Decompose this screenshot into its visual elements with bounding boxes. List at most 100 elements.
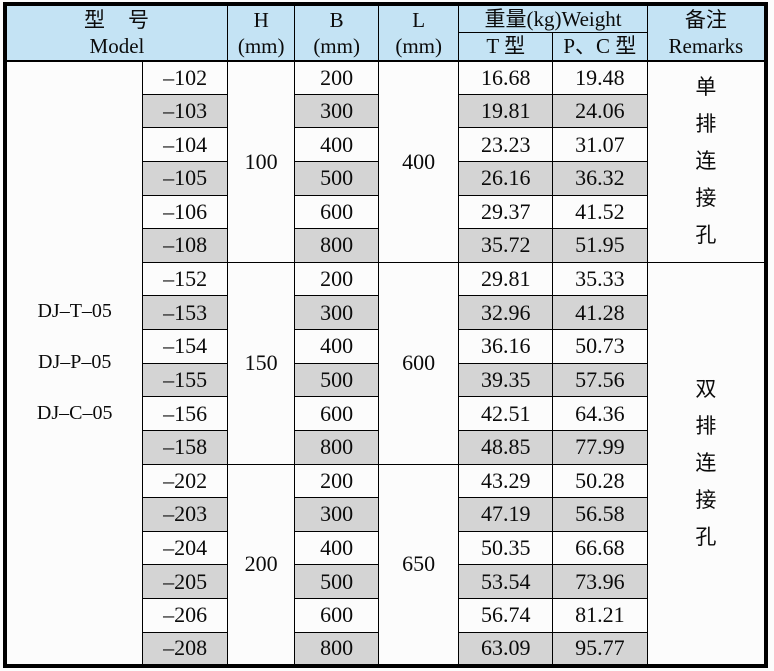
series-label-cell: DJ–T–05 DJ–P–05 DJ–C–05	[4, 59, 144, 667]
table-row: DJ–T–05 DJ–P–05 DJ–C–05 –102 100 200 400…	[4, 59, 767, 667]
b-cell: 500	[294, 160, 379, 196]
l-value-cell: 600	[377, 261, 460, 465]
model-cell: –156	[142, 396, 228, 431]
model-cell: –153	[142, 295, 228, 330]
pc-weight-cell: 57.56	[552, 362, 648, 398]
pc-weight-cell: 41.28	[552, 295, 648, 330]
b-cell: 300	[294, 295, 379, 330]
pc-weight-cell: 35.33	[552, 261, 648, 297]
b-cell: 600	[294, 194, 379, 230]
remark-single-text: 单排连接孔	[695, 75, 717, 248]
spec-table: 型 号 Model H (mm) B (mm) L (mm) 重量(kg)Wei…	[3, 2, 768, 668]
model-cell: –203	[142, 497, 228, 532]
header-pc-type: P、C 型	[552, 32, 648, 61]
t-weight-cell: 16.68	[458, 59, 554, 95]
b-cell: 400	[294, 530, 379, 566]
table-row: –154 400 36.16 50.73	[5, 329, 766, 364]
header-t-type: T 型	[458, 32, 554, 61]
t-weight-cell: 43.29	[458, 463, 554, 499]
model-cell: –108	[142, 228, 228, 263]
remark-double-cell: 双排连接孔	[646, 261, 767, 667]
model-cell: –204	[142, 530, 228, 566]
t-weight-cell: 36.16	[458, 329, 554, 364]
t-weight-cell: 42.51	[458, 396, 554, 431]
b-cell: 200	[294, 463, 379, 499]
t-weight-cell: 50.35	[458, 530, 554, 566]
header-l: L (mm)	[377, 3, 460, 61]
b-cell: 800	[294, 228, 379, 263]
b-cell: 800	[294, 429, 379, 465]
table-row: –203 300 47.19 56.58	[5, 497, 766, 532]
model-cell: –205	[142, 564, 228, 599]
header-remarks-en: Remarks	[668, 33, 744, 58]
h-value-cell: 100	[226, 59, 296, 263]
b-cell: 600	[294, 598, 379, 633]
model-cell: –202	[142, 463, 228, 499]
pc-weight-cell: 19.48	[552, 59, 648, 95]
model-cell: –208	[142, 631, 228, 667]
b-cell: 300	[294, 497, 379, 532]
b-cell: 200	[294, 261, 379, 297]
t-weight-cell: 48.85	[458, 429, 554, 465]
table-row: –103 300 19.81 24.06	[5, 93, 766, 129]
header-remarks-zh: 备注	[684, 7, 727, 32]
b-cell: 400	[294, 127, 379, 162]
header-l-letter: L	[412, 7, 426, 32]
pc-weight-cell: 24.06	[552, 93, 648, 129]
table-row: –152 150 200 600 29.81 35.33 双排连接孔	[5, 261, 767, 667]
pc-weight-cell: 41.52	[552, 194, 648, 230]
header-h: H (mm)	[226, 3, 296, 61]
h-value-cell: 150	[226, 261, 296, 465]
t-weight-cell: 56.74	[458, 598, 554, 633]
t-weight-cell: 53.54	[458, 564, 554, 599]
table-header: 型 号 Model H (mm) B (mm) L (mm) 重量(kg)Wei…	[4, 3, 767, 61]
t-weight-cell: 19.81	[458, 93, 554, 129]
pc-weight-cell: 64.36	[552, 396, 648, 431]
model-cell: –158	[142, 429, 228, 465]
table-row: –153 300 32.96 41.28	[5, 295, 766, 330]
model-cell: –152	[142, 261, 228, 297]
t-weight-cell: 29.81	[458, 261, 554, 297]
remark-single-cell: 单排连接孔	[646, 59, 767, 263]
b-cell: 200	[294, 59, 379, 95]
series-stack: DJ–T–05 DJ–P–05 DJ–C–05	[7, 300, 142, 425]
series-label: DJ–C–05	[36, 402, 113, 425]
h-value-cell: 200	[226, 463, 296, 667]
model-cell: –103	[142, 93, 228, 129]
pc-weight-cell: 81.21	[552, 598, 648, 633]
header-b-letter: B	[329, 7, 344, 32]
header-l-unit: (mm)	[395, 33, 442, 58]
remark-double-text: 双排连接孔	[695, 376, 717, 549]
header-remarks: 备注 Remarks	[646, 3, 767, 61]
t-weight-cell: 26.16	[458, 160, 554, 196]
table-row: –158 800 48.85 77.99	[5, 429, 766, 465]
b-cell: 500	[294, 362, 379, 398]
table-row: –104 400 23.23 31.07	[5, 127, 766, 162]
pc-weight-cell: 51.95	[552, 228, 648, 263]
pc-weight-cell: 50.28	[552, 463, 648, 499]
table-row: –208 800 63.09 95.77	[5, 631, 766, 667]
pc-weight-cell: 66.68	[552, 530, 648, 566]
model-cell: –105	[142, 160, 228, 196]
model-cell: –106	[142, 194, 228, 230]
header-h-unit: (mm)	[237, 33, 285, 58]
series-label: DJ–P–05	[38, 351, 112, 374]
header-h-letter: H	[253, 7, 269, 32]
table-row: –202 200 200 650 43.29 50.28	[5, 463, 766, 667]
pc-weight-cell: 31.07	[552, 127, 648, 162]
pc-weight-cell: 77.99	[552, 429, 648, 465]
table-body: DJ–T–05 DJ–P–05 DJ–C–05 –102 100 200 400…	[4, 59, 767, 667]
model-cell: –206	[142, 598, 228, 633]
header-model-en: Model	[89, 33, 145, 58]
t-weight-cell: 32.96	[458, 295, 554, 330]
t-weight-cell: 47.19	[458, 497, 554, 532]
pc-weight-cell: 73.96	[552, 564, 648, 599]
t-weight-cell: 63.09	[458, 631, 554, 667]
pc-weight-cell: 56.58	[552, 497, 648, 532]
t-weight-cell: 29.37	[458, 194, 554, 230]
b-cell: 800	[294, 631, 379, 667]
header-model: 型 号 Model	[4, 3, 228, 61]
model-cell: –102	[142, 59, 228, 95]
b-cell: 400	[294, 329, 379, 364]
